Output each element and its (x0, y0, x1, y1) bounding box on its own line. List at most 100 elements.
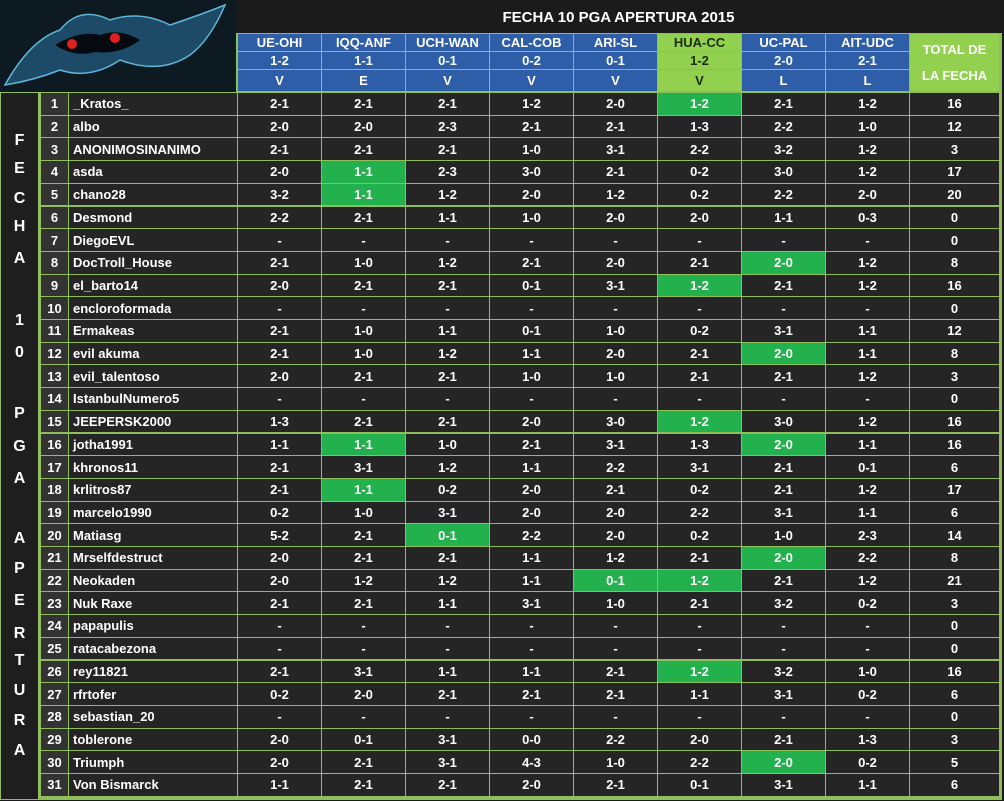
prediction: 3-1 (574, 433, 657, 456)
match-outcome: L (742, 70, 825, 91)
prediction: - (406, 388, 489, 410)
prediction: 1-3 (238, 410, 321, 433)
prediction: 2-1 (322, 751, 405, 773)
prediction: 3-2 (238, 183, 321, 206)
prediction: 1-2 (826, 138, 909, 161)
prediction: - (742, 637, 825, 660)
player-name: rfrtofer (69, 683, 237, 705)
prediction: 2-1 (322, 524, 405, 546)
prediction: - (826, 615, 909, 637)
rank: 7 (41, 229, 68, 251)
prediction: - (658, 615, 741, 637)
prediction: - (406, 705, 489, 728)
rank: 27 (41, 683, 68, 705)
prediction: 1-2 (826, 251, 909, 274)
side-letter: U (13, 682, 26, 699)
prediction: 2-3 (406, 115, 489, 138)
prediction: 1-0 (574, 320, 657, 342)
prediction: 2-0 (238, 728, 321, 751)
total: 6 (910, 501, 999, 524)
player-name: marcelo1990 (69, 501, 237, 524)
player-name: Neokaden (69, 569, 237, 592)
prediction: 2-2 (574, 456, 657, 478)
prediction: 1-0 (322, 501, 405, 524)
match-outcome: L (826, 70, 909, 91)
prediction: - (742, 705, 825, 728)
prediction: 1-2 (406, 183, 489, 206)
rank: 8 (41, 251, 68, 274)
rank: 23 (41, 592, 68, 615)
total: 20 (910, 183, 999, 206)
prediction: 0-2 (238, 501, 321, 524)
title: FECHA 10 PGA APERTURA 2015 (502, 8, 735, 26)
side-letter: P (14, 560, 25, 577)
prediction: 1-1 (406, 660, 489, 683)
player-name: Desmond (69, 206, 237, 229)
total: 16 (910, 93, 999, 115)
rank: 14 (41, 388, 68, 410)
prediction: 1-2 (406, 342, 489, 365)
prediction: 1-2 (826, 93, 909, 115)
prediction: 1-0 (826, 115, 909, 138)
prediction: 2-1 (322, 774, 405, 796)
rank: 2 (41, 115, 68, 138)
rank: 29 (41, 728, 68, 751)
prediction: 2-3 (826, 524, 909, 546)
prediction: - (742, 229, 825, 251)
prediction: 1-1 (406, 320, 489, 342)
prediction: 0-2 (238, 683, 321, 705)
total: 16 (910, 410, 999, 433)
prediction: 2-2 (742, 183, 825, 206)
prediction: 0-2 (826, 751, 909, 773)
prediction: 2-1 (574, 660, 657, 683)
prediction: 1-0 (490, 365, 573, 388)
match-result: 2-0 (742, 52, 825, 69)
player-name: Nuk Raxe (69, 592, 237, 615)
prediction: 2-0 (490, 183, 573, 206)
prediction: - (322, 388, 405, 410)
total: 3 (910, 138, 999, 161)
prediction: 2-1 (322, 274, 405, 297)
rank: 15 (41, 410, 68, 433)
prediction: 5-2 (238, 524, 321, 546)
prediction: - (238, 388, 321, 410)
total: 17 (910, 478, 999, 501)
prediction: 2-0 (574, 501, 657, 524)
prediction: - (406, 229, 489, 251)
prediction: 3-1 (406, 501, 489, 524)
total: 8 (910, 342, 999, 365)
player-name: ANONIMOSINANIMO (69, 138, 237, 161)
prediction: 3-2 (742, 660, 825, 683)
match-name: UCH-WAN (406, 34, 489, 51)
prediction: - (490, 297, 573, 319)
prediction: 2-0 (574, 524, 657, 546)
prediction: 2-1 (742, 456, 825, 478)
prediction: 0-2 (406, 478, 489, 501)
prediction: 0-1 (406, 524, 489, 546)
side-letter: P (14, 405, 25, 422)
prediction: 1-0 (574, 365, 657, 388)
prediction: 3-1 (742, 683, 825, 705)
prediction: 2-1 (406, 274, 489, 297)
prediction: 3-1 (406, 728, 489, 751)
match-outcome: V (406, 70, 489, 91)
rank: 18 (41, 478, 68, 501)
prediction: 1-1 (238, 433, 321, 456)
total: 0 (910, 615, 999, 637)
prediction: 1-1 (322, 478, 405, 501)
prediction: 3-1 (742, 774, 825, 796)
total: 0 (910, 705, 999, 728)
player-name: evil akuma (69, 342, 237, 365)
prediction: 1-1 (826, 433, 909, 456)
prediction: 1-3 (658, 433, 741, 456)
prediction: 1-2 (322, 569, 405, 592)
prediction: 2-2 (658, 501, 741, 524)
player-name: IstanbulNumero5 (69, 388, 237, 410)
total: 0 (910, 229, 999, 251)
prediction: 2-3 (406, 161, 489, 183)
prediction: 2-0 (322, 115, 405, 138)
prediction: 2-2 (742, 115, 825, 138)
prediction: 3-0 (742, 410, 825, 433)
prediction: 2-2 (574, 728, 657, 751)
total: 0 (910, 206, 999, 229)
